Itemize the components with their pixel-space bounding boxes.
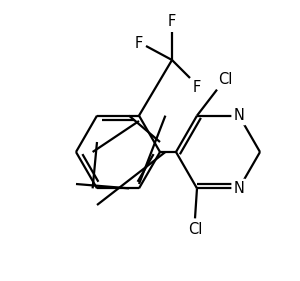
Text: F: F [168,14,176,29]
Text: Cl: Cl [218,72,232,87]
Text: N: N [234,108,244,123]
Text: F: F [135,37,143,51]
Text: N: N [234,181,244,196]
Text: Cl: Cl [188,222,202,237]
Text: F: F [193,80,201,95]
